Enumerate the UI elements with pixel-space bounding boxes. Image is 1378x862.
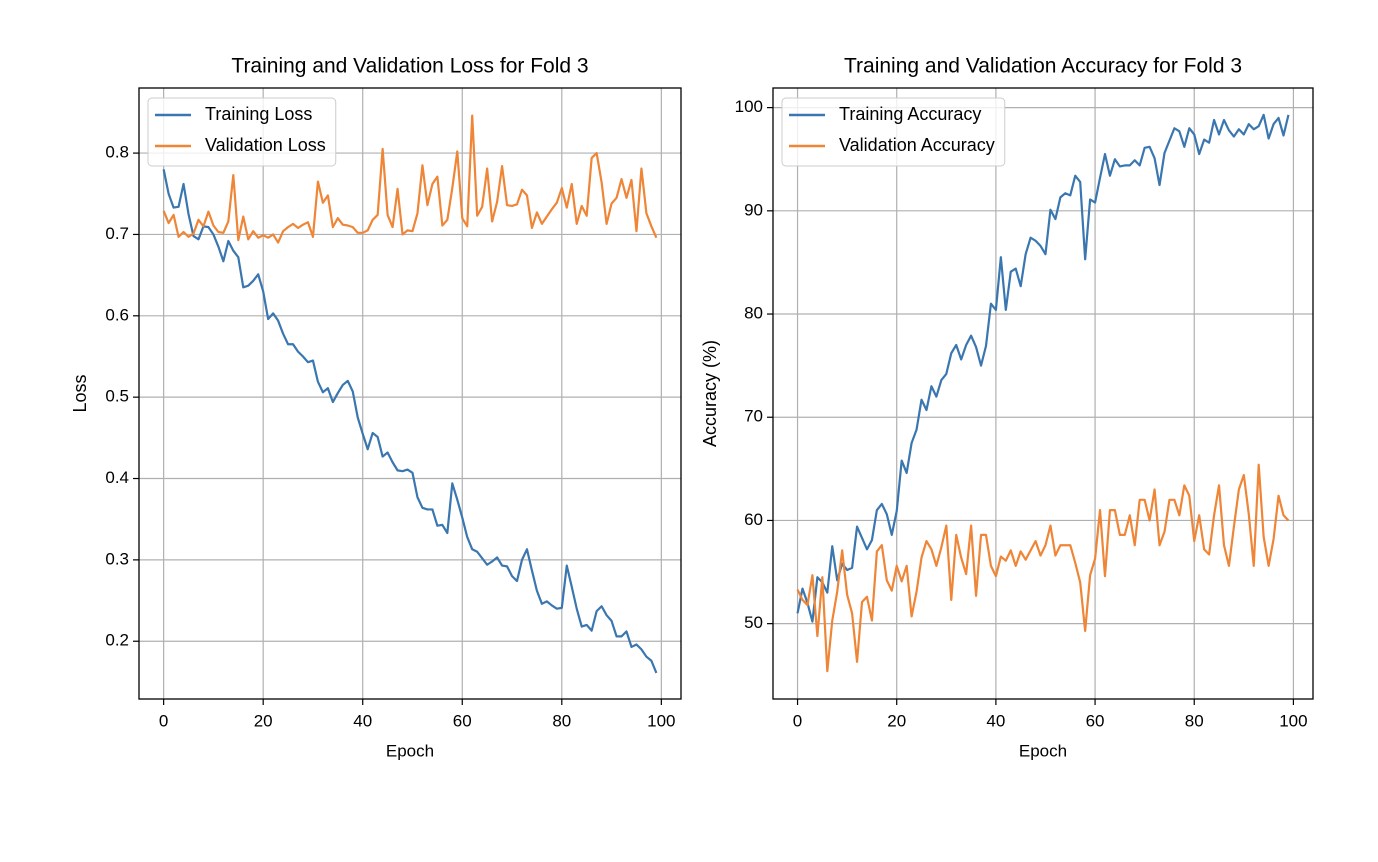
legend-frame [781,97,1006,167]
plot-area [162,114,658,674]
subplot: 0 20 40 60 80 100 50 60 70 80 90 100 Training and Va… [700,55,1314,760]
y-tick-label: 0.8 [105,143,129,162]
x-tick-label: 0 [159,711,168,730]
x-tick-label: 100 [647,711,675,730]
subplot: 0 20 40 60 80 100 0.2 0.3 0.4 0.5 0.6 0.7 0.8 Trainin… [70,55,682,760]
chart-title: Training and Validation Accuracy for Fol… [844,55,1242,78]
x-tick-label: 60 [453,711,472,730]
y-tick-label: 80 [744,304,763,323]
x-tick-label: 80 [552,711,571,730]
y-tick-label: 60 [744,510,763,529]
y-tick-label: 0.6 [105,305,129,324]
y-axis-label: Accuracy (%) [700,340,720,447]
axes-frame [138,87,682,700]
x-tick-label: 20 [254,711,273,730]
y-tick-label: 0.5 [105,387,129,406]
y-tick-label: 0.4 [105,468,129,487]
legend-frame [147,97,337,167]
legend-label: Validation Accuracy [839,135,995,155]
axes-frame [772,87,1314,700]
y-tick-label: 0.2 [105,631,129,650]
x-tick-label: 40 [353,711,372,730]
x-tick-label: 100 [1279,711,1307,730]
legend-label: Training Loss [205,104,312,124]
x-tick-label: 60 [1086,711,1105,730]
data-line [162,114,658,244]
chart-title: Training and Validation Loss for Fold 3 [231,55,588,78]
data-line [796,113,1290,623]
legend: Training Loss Validation Loss [147,97,337,167]
legend-label: Training Accuracy [839,104,981,124]
plot-area [796,113,1290,673]
x-axis-label: Epoch [1019,741,1067,760]
legend-label: Validation Loss [205,135,326,155]
x-tick-label: 40 [986,711,1005,730]
legend: Training Accuracy Validation Accuracy [781,97,1006,167]
data-line [162,169,658,674]
y-tick-label: 100 [735,97,763,116]
y-tick-label: 70 [744,407,763,426]
x-tick-label: 20 [887,711,906,730]
x-axis-label: Epoch [386,741,434,760]
y-tick-label: 90 [744,200,763,219]
data-line [796,463,1290,673]
x-tick-label: 0 [793,711,802,730]
x-tick-label: 80 [1185,711,1204,730]
y-tick-label: 0.3 [105,549,129,568]
y-tick-label: 0.7 [105,224,129,243]
y-axis-label: Loss [70,374,90,412]
y-tick-label: 50 [744,613,763,632]
